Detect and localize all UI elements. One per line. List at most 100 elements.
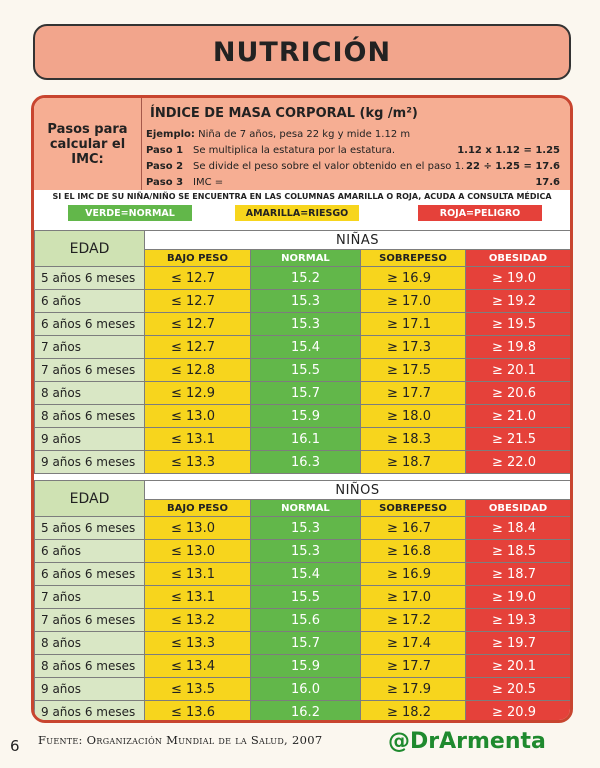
- bajo-peso-cell: ≤ 13.6: [144, 700, 251, 720]
- normal-cell: 16.2: [250, 700, 361, 720]
- obesidad-cell: ≥ 21.0: [465, 404, 570, 428]
- age-cell: 6 años 6 meses: [34, 312, 145, 336]
- col-obese-header: OBESIDAD: [464, 499, 570, 517]
- sobrepeso-cell: ≥ 16.9: [360, 562, 466, 586]
- col-low-header: BAJO PESO: [144, 499, 251, 517]
- girls-header: NIÑAS: [144, 230, 570, 250]
- col-obese-header: OBESIDAD: [465, 249, 570, 267]
- bajo-peso-cell: ≤ 13.3: [144, 450, 251, 474]
- obesidad-cell: ≥ 18.7: [464, 562, 570, 586]
- col-normal-header: NORMAL: [250, 249, 361, 267]
- table-row: 8 años ≤ 12.9 15.7 ≥ 17.7 ≥ 20.6: [34, 381, 570, 405]
- girls-table: EDAD NIÑAS BAJO PESO NORMAL SOBREPESO OB…: [34, 230, 570, 474]
- bmi-frame: Pasos para calcular el IMC: ÍNDICE DE MA…: [31, 95, 573, 723]
- table-row: 8 años 6 meses ≤ 13.0 15.9 ≥ 18.0 ≥ 21.0: [34, 404, 570, 428]
- obesidad-cell: ≥ 20.1: [464, 654, 570, 678]
- legend-green: VERDE=NORMAL: [68, 205, 192, 221]
- age-cell: 8 años 6 meses: [34, 404, 145, 428]
- table-row: 6 años ≤ 12.7 15.3 ≥ 17.0 ≥ 19.2: [34, 289, 570, 313]
- age-cell: 8 años: [34, 381, 145, 405]
- table-row: 9 años 6 meses ≤ 13.6 16.2 ≥ 18.2 ≥ 20.9: [34, 700, 570, 720]
- age-cell: 6 años: [34, 539, 145, 563]
- step1-line: Paso 1 Se multiplica la estatura por la e…: [146, 145, 395, 156]
- example-text: Niña de 7 años, pesa 22 kg y mide 1.12 m: [198, 129, 411, 140]
- sobrepeso-cell: ≥ 17.7: [360, 654, 466, 678]
- normal-cell: 16.1: [250, 427, 361, 451]
- step3-line: Paso 3 IMC =: [146, 177, 223, 188]
- bajo-peso-cell: ≤ 12.7: [144, 266, 251, 290]
- bajo-peso-cell: ≤ 13.1: [144, 562, 251, 586]
- normal-cell: 15.9: [250, 404, 361, 428]
- sobrepeso-cell: ≥ 17.2: [360, 608, 466, 632]
- step1-label: Paso 1: [146, 145, 184, 156]
- normal-cell: 15.7: [250, 381, 361, 405]
- obesidad-cell: ≥ 18.5: [464, 539, 570, 563]
- age-cell: 6 años 6 meses: [34, 562, 145, 586]
- bajo-peso-cell: ≤ 12.9: [144, 381, 251, 405]
- table-row: 9 años 6 meses ≤ 13.3 16.3 ≥ 18.7 ≥ 22.0: [34, 450, 570, 474]
- obesidad-cell: ≥ 19.2: [465, 289, 570, 313]
- table-row: 6 años 6 meses ≤ 12.7 15.3 ≥ 17.1 ≥ 19.5: [34, 312, 570, 336]
- table-row: 7 años 6 meses ≤ 13.2 15.6 ≥ 17.2 ≥ 19.3: [34, 608, 570, 632]
- normal-cell: 15.5: [250, 358, 361, 382]
- page-title: NUTRICIÓN: [33, 24, 571, 80]
- obesidad-cell: ≥ 20.1: [465, 358, 570, 382]
- bajo-peso-cell: ≤ 13.5: [144, 677, 251, 701]
- table-row: 5 años 6 meses ≤ 12.7 15.2 ≥ 16.9 ≥ 19.0: [34, 266, 570, 290]
- intro-section: Pasos para calcular el IMC: ÍNDICE DE MA…: [34, 98, 570, 190]
- normal-cell: 15.3: [250, 289, 361, 313]
- obesidad-cell: ≥ 20.6: [465, 381, 570, 405]
- normal-cell: 15.3: [250, 516, 361, 540]
- bajo-peso-cell: ≤ 12.7: [144, 335, 251, 359]
- age-cell: 6 años: [34, 289, 145, 313]
- age-cell: 9 años 6 meses: [34, 450, 145, 474]
- sobrepeso-cell: ≥ 17.9: [360, 677, 466, 701]
- col-over-header: SOBREPESO: [360, 499, 466, 517]
- age-cell: 5 años 6 meses: [34, 516, 145, 540]
- normal-cell: 15.3: [250, 312, 361, 336]
- boys-header: NIÑOS: [143, 480, 570, 500]
- bajo-peso-cell: ≤ 13.4: [144, 654, 251, 678]
- age-cell: 9 años 6 meses: [34, 700, 145, 720]
- col-over-header: SOBREPESO: [360, 249, 466, 267]
- example-label: Ejemplo:: [146, 129, 195, 140]
- step1-value: 1.12 x 1.12 = 1.25: [457, 145, 560, 156]
- normal-cell: 15.5: [250, 585, 361, 609]
- sobrepeso-cell: ≥ 16.7: [360, 516, 466, 540]
- step3-value: 17.6: [535, 177, 560, 188]
- obesidad-cell: ≥ 19.3: [464, 608, 570, 632]
- normal-cell: 16.3: [250, 450, 361, 474]
- step2-text: Se divide el peso sobre el valor obtenid…: [193, 161, 465, 172]
- table-row: 6 años ≤ 13.0 15.3 ≥ 16.8 ≥ 18.5: [34, 539, 570, 563]
- notice-section: SI EL IMC DE SU NIÑA/NIÑO SE ENCUENTRA E…: [34, 190, 570, 228]
- sobrepeso-cell: ≥ 17.0: [360, 585, 466, 609]
- normal-cell: 16.0: [250, 677, 361, 701]
- age-cell: 7 años: [34, 335, 145, 359]
- sobrepeso-cell: ≥ 17.5: [360, 358, 466, 382]
- table-row: 8 años ≤ 13.3 15.7 ≥ 17.4 ≥ 19.7: [34, 631, 570, 655]
- sobrepeso-cell: ≥ 18.7: [360, 450, 466, 474]
- sobrepeso-cell: ≥ 18.2: [360, 700, 466, 720]
- table-row: 8 años 6 meses ≤ 13.4 15.9 ≥ 17.7 ≥ 20.1: [34, 654, 570, 678]
- steps-panel: ÍNDICE DE MASA CORPORAL (kg /m²) Ejemplo…: [146, 98, 566, 190]
- age-cell: 9 años: [34, 427, 145, 451]
- bajo-peso-cell: ≤ 13.3: [144, 631, 251, 655]
- step3-text: IMC =: [193, 177, 224, 188]
- normal-cell: 15.4: [250, 335, 361, 359]
- normal-cell: 15.2: [250, 266, 361, 290]
- steps-label: Pasos para calcular el IMC:: [34, 98, 142, 190]
- step1-text: Se multiplica la estatura por la estatur…: [193, 145, 396, 156]
- legend-red: ROJA=PELIGRO: [418, 205, 542, 221]
- age-cell: 7 años: [34, 585, 145, 609]
- table-row: 6 años 6 meses ≤ 13.1 15.4 ≥ 16.9 ≥ 18.7: [34, 562, 570, 586]
- col-low-header: BAJO PESO: [144, 249, 251, 267]
- step3-label: Paso 3: [146, 177, 184, 188]
- sobrepeso-cell: ≥ 17.3: [360, 335, 466, 359]
- age-cell: 8 años 6 meses: [34, 654, 145, 678]
- step2-line: Paso 2 Se divide el peso sobre el valor o…: [146, 161, 464, 172]
- sobrepeso-cell: ≥ 18.3: [360, 427, 466, 451]
- sobrepeso-cell: ≥ 17.1: [360, 312, 466, 336]
- obesidad-cell: ≥ 22.0: [465, 450, 570, 474]
- obesidad-cell: ≥ 18.4: [464, 516, 570, 540]
- legend-yellow: AMARILLA=RIESGO: [235, 205, 359, 221]
